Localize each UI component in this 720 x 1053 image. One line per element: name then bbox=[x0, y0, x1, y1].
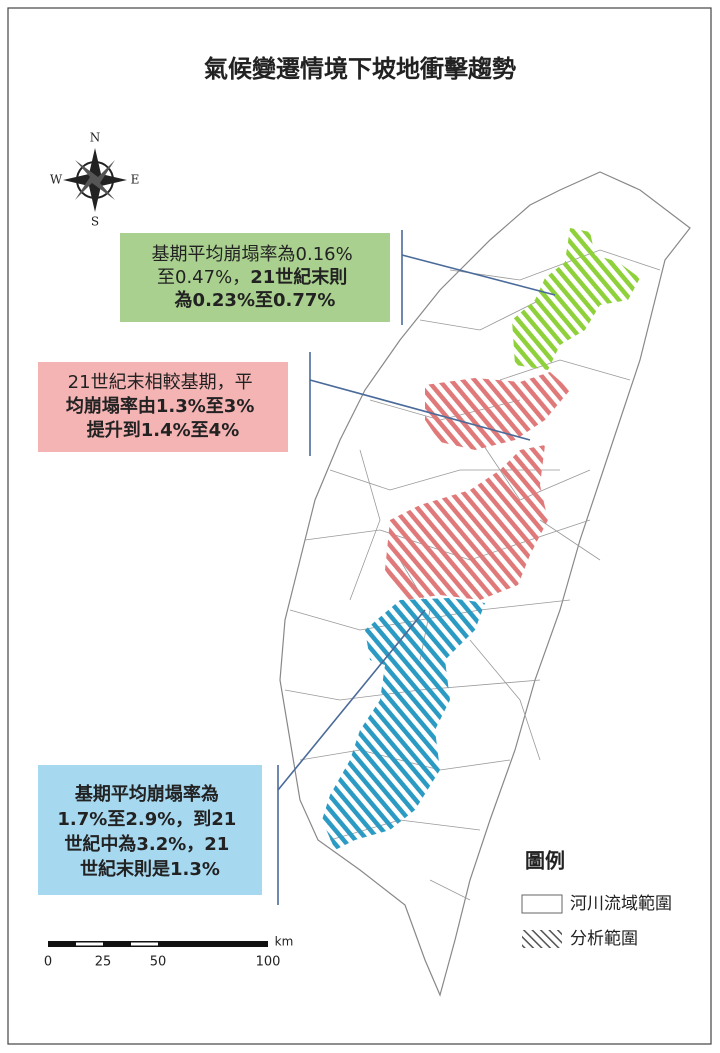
leaders bbox=[277, 230, 556, 905]
region-central bbox=[385, 445, 548, 600]
legend-item: 河川流域範圍 bbox=[570, 894, 672, 914]
region-north bbox=[512, 228, 640, 370]
scale-label: 25 bbox=[95, 955, 112, 970]
frame bbox=[7, 7, 712, 1045]
callout-line: 均崩塌率由1.3%至3% bbox=[66, 395, 254, 417]
callout-line: 基期平均崩塌率為0.16% bbox=[152, 244, 353, 265]
callout-line: 至0.47%，21世紀末則 bbox=[157, 266, 347, 288]
scale-bar: 0 25 50 100 km bbox=[44, 935, 293, 970]
callout: 21世紀末相較基期，平 均崩塌率由1.3%至3% 提升到1.4%至4% bbox=[66, 372, 260, 441]
callout-box bbox=[38, 765, 262, 895]
legend-title: 圖例 bbox=[525, 849, 565, 873]
scale-label: 0 bbox=[44, 955, 52, 970]
region-south bbox=[322, 598, 485, 850]
callout-box bbox=[38, 362, 288, 452]
scale-label: 100 bbox=[256, 955, 281, 970]
callout: 基期平均崩塌率為0.16% 至0.47%，21世紀末則 為0.23%至0.77% bbox=[152, 244, 359, 311]
callout-line: 1.7%至2.9%，到21 bbox=[57, 809, 236, 830]
callout-text: 21世紀末則 bbox=[250, 266, 347, 288]
compass-n: N bbox=[90, 131, 101, 145]
legend-swatch bbox=[521, 894, 563, 914]
callout-line: 世紀末則是1.3% bbox=[80, 858, 220, 880]
compass: N S E W bbox=[50, 131, 140, 229]
callout-box bbox=[120, 233, 390, 322]
callout-line: 基期平均崩塌率為 bbox=[74, 783, 219, 805]
scale-label: 50 bbox=[150, 955, 167, 970]
region-central-north bbox=[425, 372, 570, 450]
callout-text: 至0.47%， bbox=[157, 267, 250, 288]
callout-line: 世紀中為3.2%，21 bbox=[64, 833, 229, 855]
compass-w: W bbox=[50, 173, 63, 187]
callout-line: 為0.23%至0.77% bbox=[175, 289, 336, 311]
scale-unit: km bbox=[275, 935, 294, 949]
legend: 圖例 河川流域範圍 分析範圍 bbox=[521, 849, 672, 949]
legend-item: 分析範圍 bbox=[570, 929, 638, 949]
legend-swatch bbox=[522, 930, 562, 948]
title: 氣候變遷情境下坡地衝擊趨勢 bbox=[204, 55, 516, 83]
compass-e: E bbox=[131, 173, 140, 187]
callout: 基期平均崩塌率為 1.7%至2.9%，到21 世紀中為3.2%，21 世紀末則是… bbox=[57, 783, 242, 880]
compass-s: S bbox=[91, 215, 99, 229]
callout-line: 提升到1.4%至4% bbox=[87, 419, 239, 441]
callout-line: 21世紀末相較基期，平 bbox=[68, 372, 253, 393]
